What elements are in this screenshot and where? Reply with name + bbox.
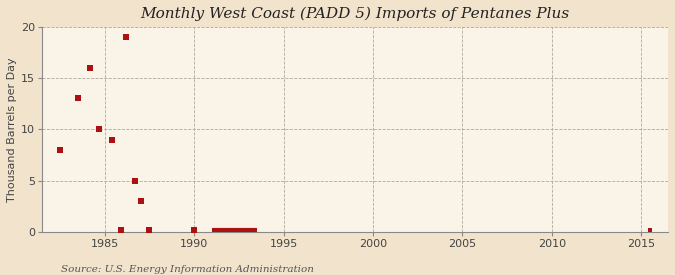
Point (144, 228, 155, 233)
Point (645, 228, 655, 233)
Point (72, 96, 83, 101)
Point (94, 127, 105, 131)
Point (115, 228, 126, 233)
Text: Source: U.S. Energy Information Administration: Source: U.S. Energy Information Administ… (61, 265, 314, 274)
Point (55, 148, 65, 152)
Y-axis label: Thousand Barrels per Day: Thousand Barrels per Day (7, 57, 17, 202)
Point (121, 35, 132, 39)
Point (189, 228, 200, 233)
Point (135, 199, 146, 203)
Point (107, 137, 117, 142)
Point (85, 65, 96, 70)
Point (130, 178, 140, 183)
Title: Monthly West Coast (PADD 5) Imports of Pentanes Plus: Monthly West Coast (PADD 5) Imports of P… (140, 7, 570, 21)
